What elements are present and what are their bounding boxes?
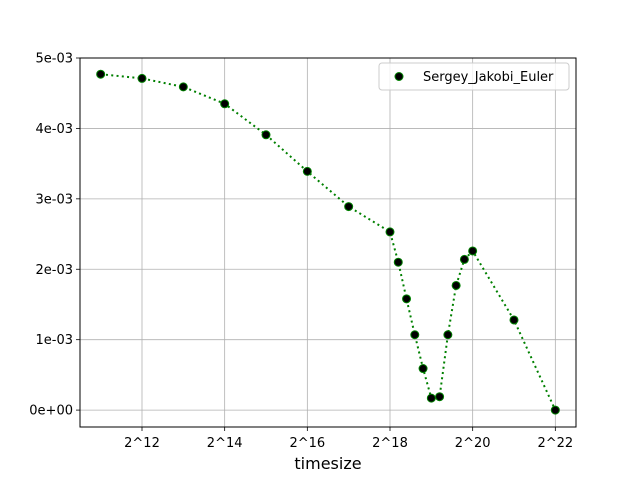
- data-point: [426, 393, 436, 403]
- y-tick-label: 4e-03: [35, 122, 73, 137]
- series-layer: [96, 69, 560, 415]
- x-tick-label: 2^20: [455, 436, 491, 451]
- x-tick-label: 2^12: [124, 436, 160, 451]
- x-tick-label: 2^18: [372, 436, 408, 451]
- data-point: [550, 405, 560, 415]
- x-axis-label: timesize: [294, 454, 361, 473]
- grid: [80, 57, 576, 427]
- x-tick-label: 2^14: [207, 436, 243, 451]
- data-point: [393, 257, 403, 267]
- y-axis: 0e+00 1e-03 2e-03 3e-03 4e-03 5e-03: [29, 52, 80, 419]
- legend-box: [378, 62, 570, 91]
- x-tick-label: 2^22: [537, 436, 573, 451]
- data-point: [178, 82, 188, 92]
- data-point: [302, 166, 312, 176]
- data-point: [410, 330, 420, 340]
- series-line: [100, 73, 557, 411]
- legend-marker: [394, 72, 404, 81]
- data-point: [435, 392, 445, 402]
- plot-area-frame: [79, 57, 577, 428]
- y-tick-label: 1e-03: [35, 333, 73, 348]
- data-point: [96, 69, 106, 79]
- data-point: [459, 254, 469, 264]
- x-axis: 2^12 2^14 2^16 2^18 2^20 2^22: [124, 427, 573, 451]
- y-tick-label: 5e-03: [35, 52, 73, 67]
- legend-label: Sergey_Jakobi_Euler: [423, 70, 554, 85]
- data-point: [220, 99, 230, 109]
- data-point: [468, 246, 478, 256]
- x-tick-label: 2^16: [289, 436, 325, 451]
- data-point: [385, 227, 395, 237]
- y-tick-label: 2e-03: [35, 263, 73, 278]
- legend: Sergey_Jakobi_Euler: [378, 62, 570, 91]
- data-point: [451, 280, 461, 290]
- y-tick-label: 0e+00: [29, 404, 73, 419]
- data-point: [509, 315, 519, 325]
- data-point: [344, 202, 354, 212]
- data-point: [418, 364, 428, 374]
- data-point: [137, 73, 147, 83]
- y-tick-label: 3e-03: [35, 192, 73, 207]
- data-point: [402, 294, 412, 304]
- data-point: [261, 130, 271, 140]
- data-point: [443, 330, 453, 340]
